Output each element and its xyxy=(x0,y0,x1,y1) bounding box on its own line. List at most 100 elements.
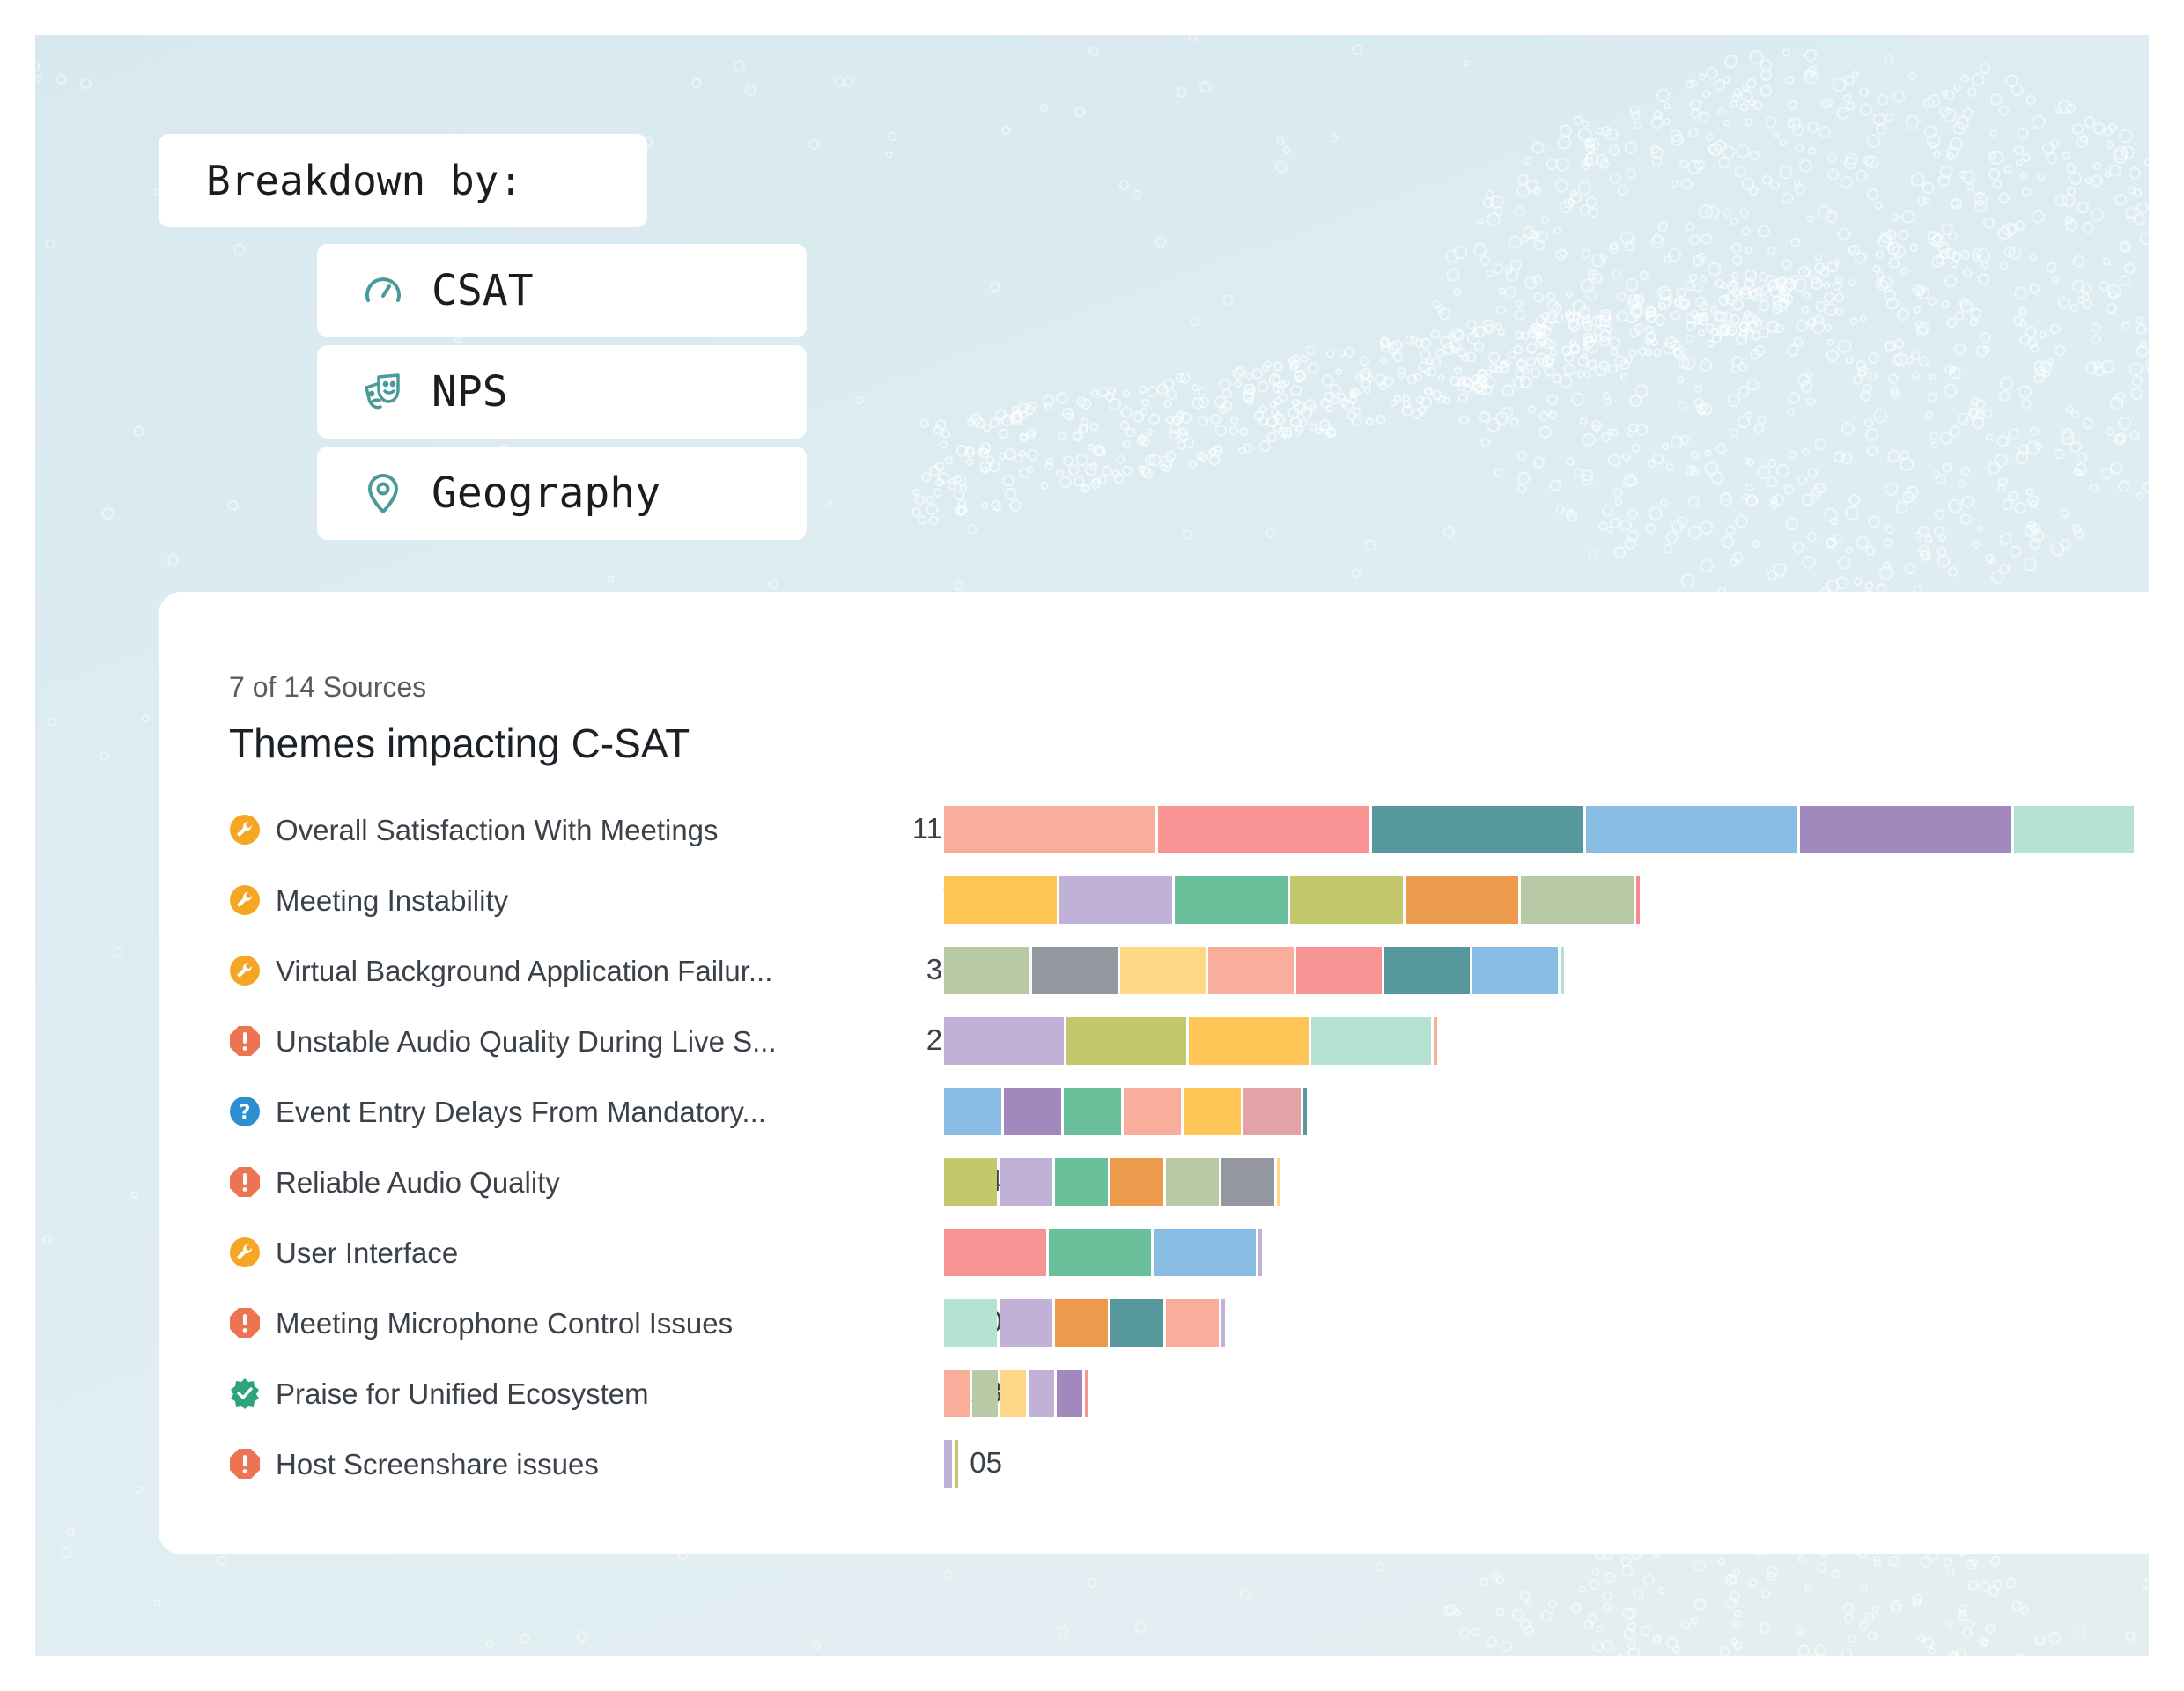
texture-dot xyxy=(2106,302,2118,314)
theme-row[interactable]: Reliable Audio Quality154 xyxy=(159,1156,2149,1208)
texture-dot xyxy=(1742,492,1750,500)
bar-segment[interactable] xyxy=(1055,1158,1108,1206)
texture-dot xyxy=(1583,370,1591,379)
bar-segment[interactable] xyxy=(1296,947,1382,994)
breakdown-option-nps[interactable]: NPS xyxy=(317,345,807,439)
theme-row[interactable]: Host Screenshare issues 05 xyxy=(159,1437,2149,1490)
bar-segment[interactable] xyxy=(2014,806,2134,853)
texture-dot xyxy=(1778,276,1788,284)
bar-segment[interactable] xyxy=(1064,1088,1121,1135)
bar-segment[interactable] xyxy=(1085,1370,1088,1417)
bar-segment[interactable] xyxy=(1208,947,1294,994)
texture-dot xyxy=(1163,399,1172,409)
theme-row[interactable]: Meeting Instability7.3K xyxy=(159,874,2149,927)
texture-dot xyxy=(1729,558,1739,567)
bar-segment[interactable] xyxy=(944,1229,1046,1276)
bar-segment[interactable] xyxy=(1032,947,1118,994)
bar-segment[interactable] xyxy=(1000,1158,1052,1206)
breakdown-option-csat[interactable]: CSAT xyxy=(317,244,807,337)
bar-segment[interactable] xyxy=(944,1088,1001,1135)
bar-segment[interactable] xyxy=(1277,1158,1280,1206)
gauge-icon xyxy=(361,269,405,313)
theme-row[interactable]: Praise for Unified Ecosystem18 xyxy=(159,1367,2149,1420)
bar-segment[interactable] xyxy=(1158,806,1369,853)
texture-dot xyxy=(1723,119,1730,127)
bar-segment[interactable] xyxy=(1221,1299,1225,1347)
texture-dot xyxy=(1699,521,1714,535)
theme-row[interactable]: ?Event Entry Delays From Mandatory...695 xyxy=(159,1085,2149,1138)
bar-segment[interactable] xyxy=(1110,1299,1163,1347)
bar-segment[interactable] xyxy=(1004,1088,1061,1135)
bar-segment[interactable] xyxy=(1384,947,1470,994)
texture-dot xyxy=(1820,99,1831,109)
texture-dot xyxy=(1155,236,1167,247)
texture-dot xyxy=(1837,556,1851,570)
texture-dot xyxy=(1834,533,1843,543)
bar-segment[interactable] xyxy=(1521,876,1634,924)
texture-dot xyxy=(2046,262,2057,273)
texture-dot xyxy=(1628,349,1637,358)
texture-dot xyxy=(995,409,1007,421)
bar-segment[interactable] xyxy=(1303,1088,1307,1135)
theme-row[interactable]: Virtual Background Application Failur...… xyxy=(159,944,2149,997)
bar-segment[interactable] xyxy=(1120,947,1206,994)
bar-segment[interactable] xyxy=(1057,1370,1082,1417)
theme-row[interactable]: User Interface100 xyxy=(159,1226,2149,1279)
bar-segment[interactable] xyxy=(1311,1017,1431,1065)
texture-dot xyxy=(944,456,953,465)
bar-segment[interactable] xyxy=(944,1440,952,1488)
bar-segment[interactable] xyxy=(972,1370,998,1417)
bar-segment[interactable] xyxy=(1561,947,1564,994)
texture-dot xyxy=(2139,232,2149,245)
texture-dot xyxy=(1803,292,1811,300)
bar-segment[interactable] xyxy=(1166,1299,1219,1347)
texture-dot xyxy=(1956,1649,1966,1656)
bar-segment[interactable] xyxy=(944,806,1155,853)
bar-segment[interactable] xyxy=(1372,806,1583,853)
bar-segment[interactable] xyxy=(1189,1017,1309,1065)
bar-segment[interactable] xyxy=(944,1017,1064,1065)
bar-segment[interactable] xyxy=(1636,876,1640,924)
bar-segment[interactable] xyxy=(1055,1299,1108,1347)
bar-segment[interactable] xyxy=(1029,1370,1054,1417)
bar-segment[interactable] xyxy=(1110,1158,1163,1206)
bar-segment[interactable] xyxy=(1586,806,1797,853)
bar-segment[interactable] xyxy=(944,1158,997,1206)
bar-segment[interactable] xyxy=(1406,876,1518,924)
theme-row[interactable]: Unstable Audio Quality During Live S...2… xyxy=(159,1015,2149,1067)
bar-segment[interactable] xyxy=(1243,1088,1301,1135)
theme-row[interactable]: Meeting Microphone Control Issues20 xyxy=(159,1296,2149,1349)
texture-dot xyxy=(1929,432,1938,441)
texture-dot xyxy=(1935,255,1945,265)
texture-dot xyxy=(1214,444,1222,453)
bar-segment[interactable] xyxy=(1184,1088,1241,1135)
bar-segment[interactable] xyxy=(1154,1229,1256,1276)
bar-segment[interactable] xyxy=(1472,947,1558,994)
bar-segment[interactable] xyxy=(1290,876,1403,924)
bar-segment[interactable] xyxy=(1000,1299,1052,1347)
bar-segment[interactable] xyxy=(1166,1158,1219,1206)
texture-dot xyxy=(843,76,854,88)
bar-segment[interactable] xyxy=(944,1299,997,1347)
bar-segment[interactable] xyxy=(1800,806,2011,853)
bar-segment[interactable] xyxy=(1124,1088,1181,1135)
bar-segment[interactable] xyxy=(1175,876,1288,924)
bar-segment[interactable] xyxy=(1000,1370,1026,1417)
texture-dot xyxy=(1797,265,1811,278)
texture-dot xyxy=(1827,168,1840,181)
bar-segment[interactable] xyxy=(944,876,1057,924)
bar-segment[interactable] xyxy=(1434,1017,1437,1065)
bar-segment[interactable] xyxy=(944,947,1029,994)
stacked-bar xyxy=(944,1370,1091,1417)
bar-segment[interactable] xyxy=(1059,876,1172,924)
theme-row[interactable]: Overall Satisfaction With Meetings11.23K xyxy=(159,803,2149,856)
bar-segment[interactable] xyxy=(1258,1229,1262,1276)
texture-dot xyxy=(1088,443,1096,451)
texture-dot xyxy=(933,425,944,435)
bar-segment[interactable] xyxy=(1221,1158,1274,1206)
breakdown-option-geography[interactable]: Geography xyxy=(317,447,807,540)
bar-segment[interactable] xyxy=(1066,1017,1186,1065)
bar-segment[interactable] xyxy=(955,1440,958,1488)
bar-segment[interactable] xyxy=(944,1370,970,1417)
bar-segment[interactable] xyxy=(1049,1229,1151,1276)
